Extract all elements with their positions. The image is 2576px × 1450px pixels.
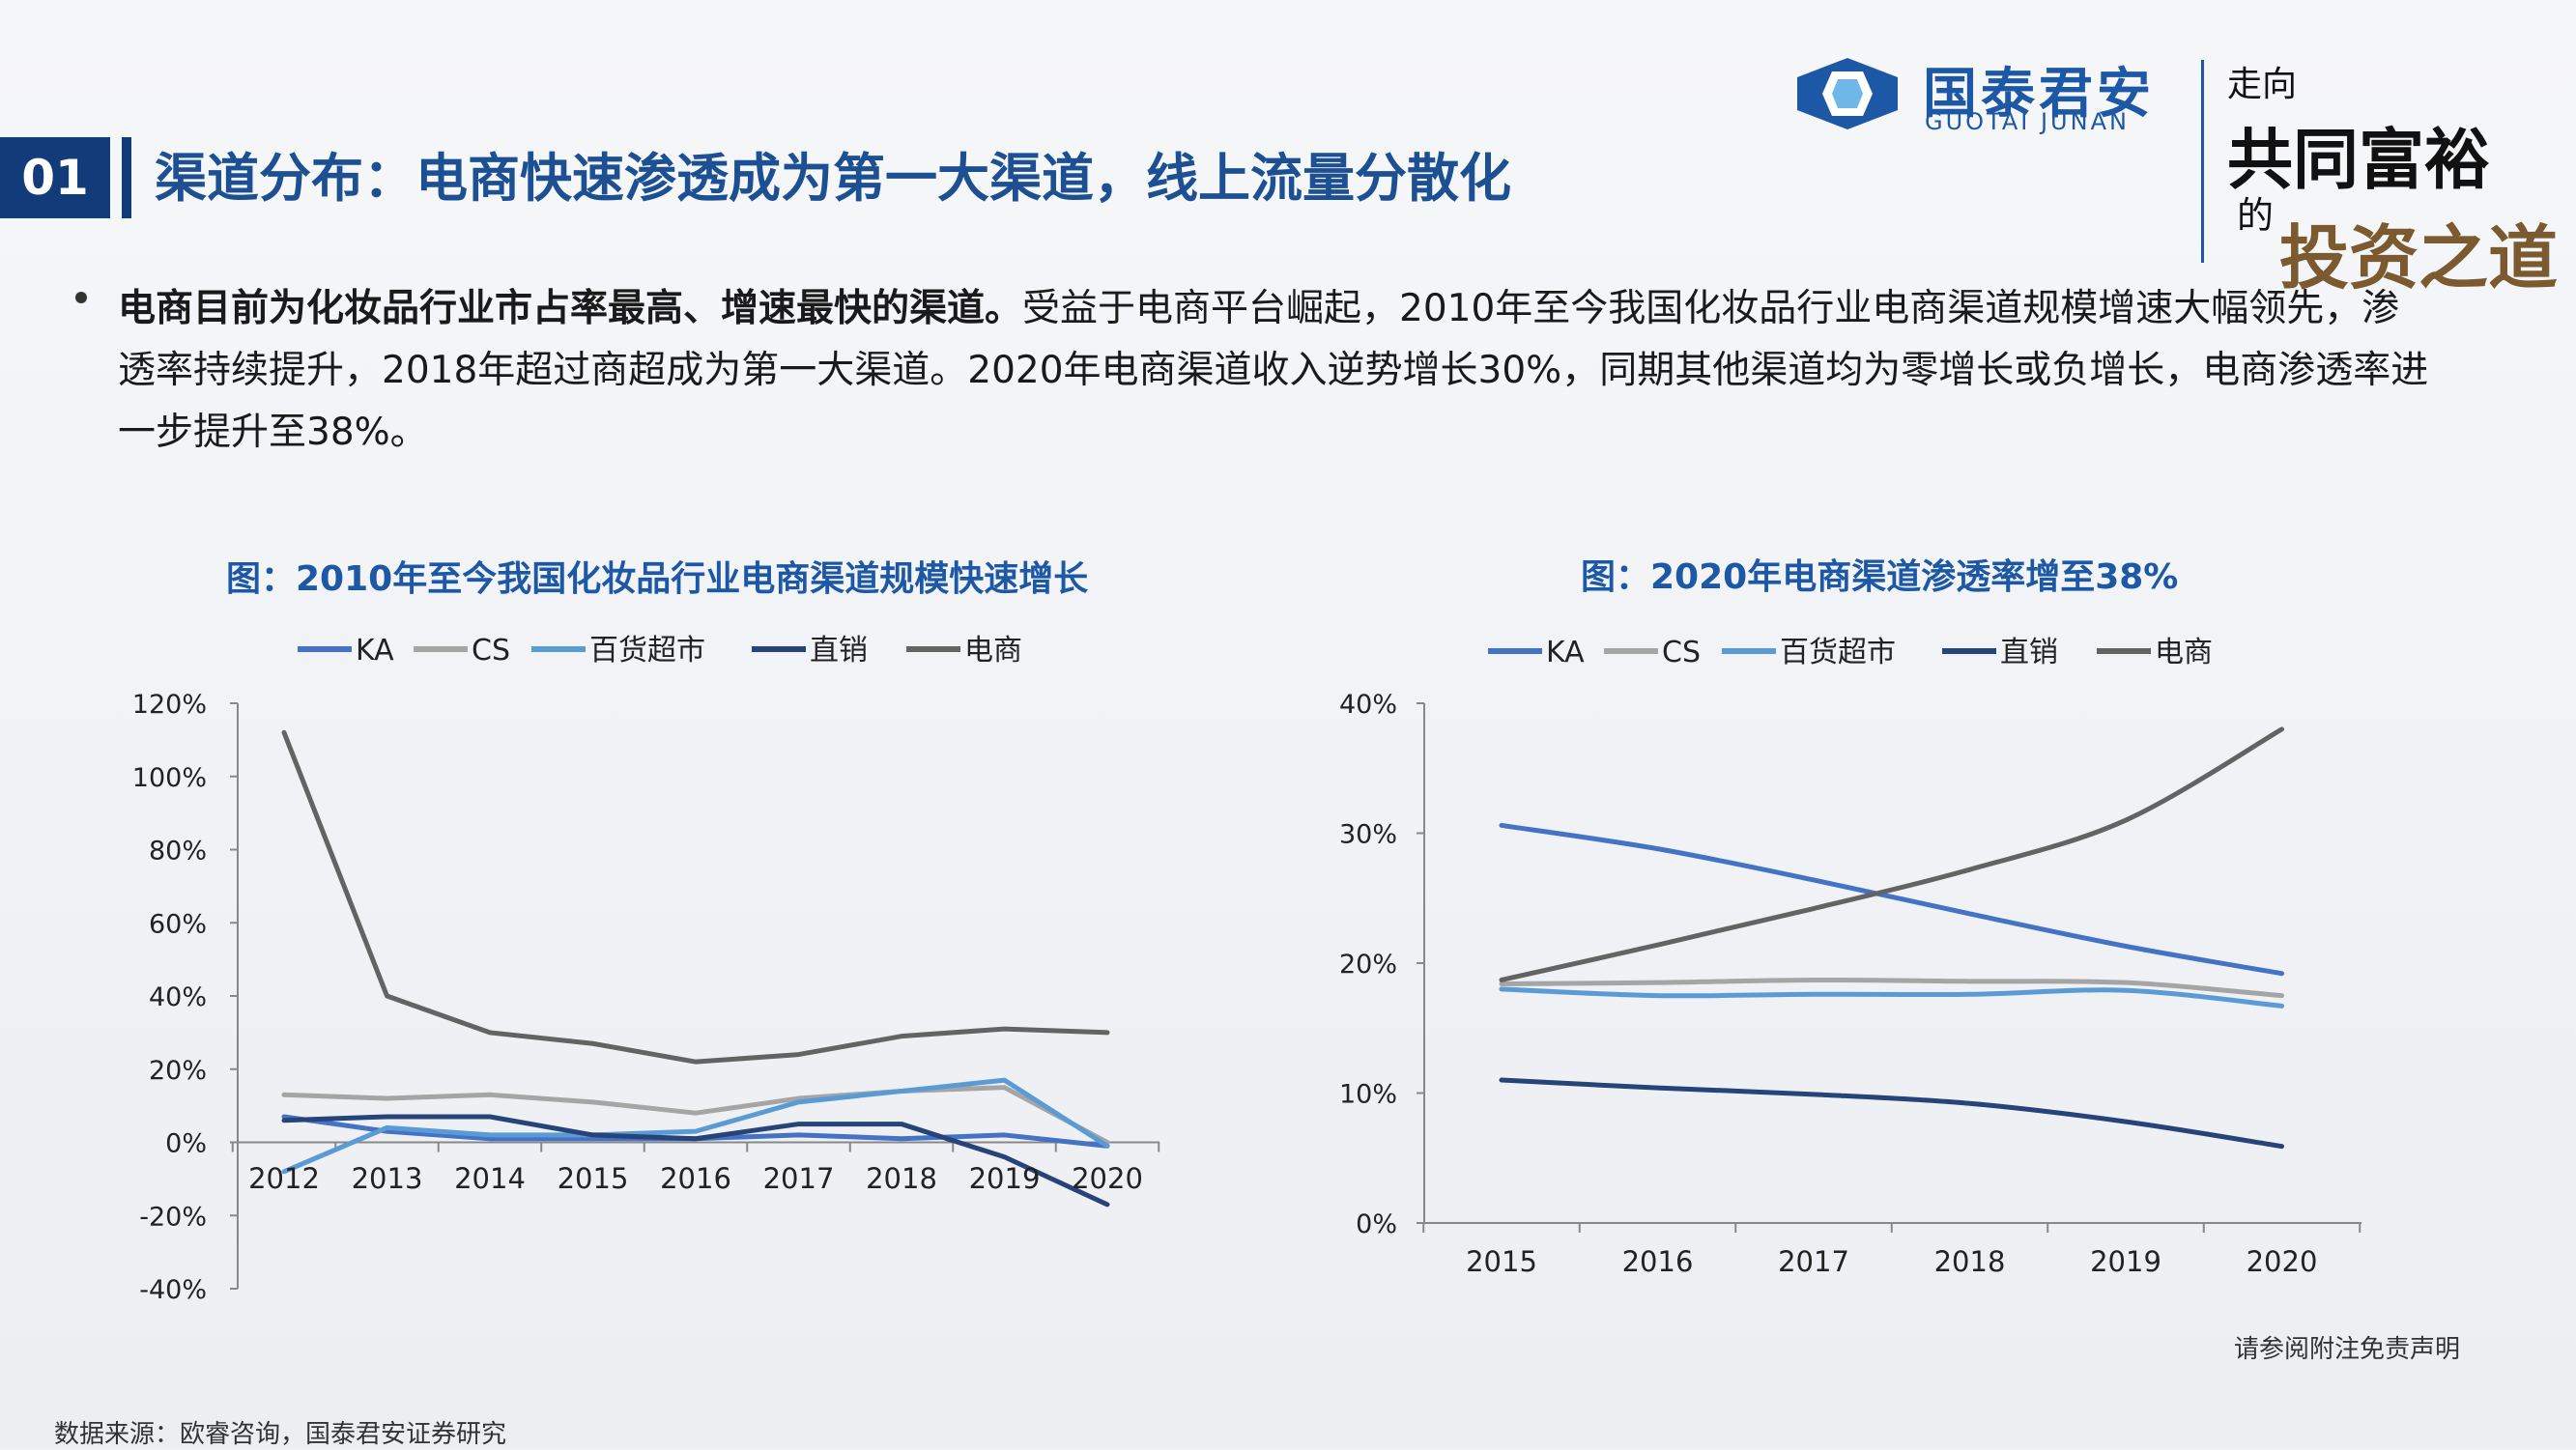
legend-label: 直销 <box>2000 636 2058 669</box>
x-category-label: 2018 <box>1934 1245 2006 1278</box>
legend-label: CS <box>1662 636 1701 669</box>
legend-label: 电商 <box>2155 636 2213 669</box>
y-tick-label: 10% <box>1339 1080 1397 1110</box>
x-category-label: 2017 <box>1778 1245 1849 1278</box>
y-tick-label: 60% <box>149 909 207 939</box>
x-category-label: 2015 <box>558 1162 629 1195</box>
x-category-label: 2020 <box>1072 1162 1143 1195</box>
x-category-label: 2020 <box>2247 1245 2318 1278</box>
y-tick-label: 40% <box>1339 690 1397 720</box>
x-category-label: 2013 <box>352 1162 423 1195</box>
legend-label: 直销 <box>810 634 868 668</box>
chart-2-plot <box>1417 651 2361 1233</box>
chart-2-series-line-4 <box>1502 1080 2282 1147</box>
y-tick-label: 0% <box>1356 1209 1397 1239</box>
legend-label: 百货超市 <box>589 634 705 668</box>
data-source-note: 数据来源：欧睿咨询，国泰君安证券研究 <box>54 1414 506 1450</box>
y-tick-label: 100% <box>132 763 207 793</box>
chart-2-series-line-5 <box>1502 729 2282 981</box>
x-category-label: 2017 <box>763 1162 835 1195</box>
y-tick-label: 0% <box>165 1129 207 1159</box>
legend-label: 百货超市 <box>1780 636 1896 669</box>
legend-label: 电商 <box>964 634 1022 668</box>
x-category-label: 2016 <box>660 1162 731 1195</box>
chart-1-series-line-5 <box>284 732 1107 1062</box>
legend-label: KA <box>1546 636 1585 669</box>
legend-label: CS <box>472 634 510 668</box>
disclaimer-note: 请参阅附注免责声明 <box>2234 1329 2460 1365</box>
x-category-label: 2019 <box>2090 1245 2161 1278</box>
x-category-label: 2014 <box>454 1162 526 1195</box>
chart-2-series-line-3 <box>1502 989 2282 1006</box>
y-tick-label: 20% <box>149 1056 207 1086</box>
y-tick-label: -40% <box>139 1275 207 1305</box>
y-tick-label: 120% <box>132 690 207 720</box>
y-tick-label: -20% <box>139 1202 207 1232</box>
y-tick-label: 40% <box>149 982 207 1012</box>
y-tick-label: 80% <box>149 837 207 867</box>
x-category-label: 2012 <box>248 1162 320 1195</box>
y-tick-label: 20% <box>1339 950 1397 980</box>
x-category-label: 2018 <box>866 1162 937 1195</box>
x-category-label: 2019 <box>969 1162 1041 1195</box>
chart-1-series-line-3 <box>284 1080 1107 1172</box>
legend-label: KA <box>356 634 394 668</box>
y-tick-label: 30% <box>1339 820 1397 850</box>
x-category-label: 2015 <box>1466 1245 1537 1278</box>
x-category-label: 2016 <box>1622 1245 1694 1278</box>
